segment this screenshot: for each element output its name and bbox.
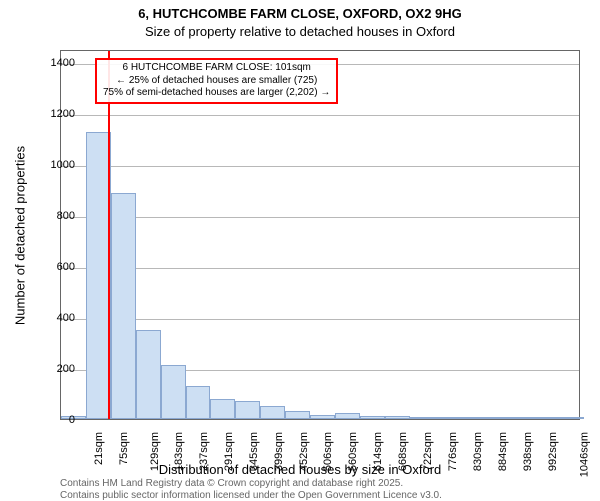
x-tick-label: 75sqm <box>118 432 130 465</box>
x-tick-label: 992sqm <box>547 432 559 471</box>
annotation-line2: ← 25% of detached houses are smaller (72… <box>103 75 330 88</box>
y-tick-label: 200 <box>57 363 75 375</box>
histogram-bar <box>186 386 211 419</box>
x-tick-label: 506sqm <box>323 432 335 471</box>
x-tick-label: 884sqm <box>497 432 509 471</box>
footer-line2: Contains public sector information licen… <box>60 490 442 501</box>
chart-title-line2: Size of property relative to detached ho… <box>0 24 600 39</box>
x-tick-label: 345sqm <box>248 432 260 471</box>
x-tick-label: 938sqm <box>522 432 534 471</box>
grid-line <box>61 217 579 218</box>
histogram-bar <box>235 401 260 419</box>
x-tick-label: 830sqm <box>472 432 484 471</box>
x-tick-label: 560sqm <box>348 432 360 471</box>
y-tick-label: 1000 <box>51 159 75 171</box>
x-tick-label: 21sqm <box>93 432 105 465</box>
y-tick-label: 1400 <box>51 57 75 69</box>
histogram-bar <box>285 411 310 419</box>
histogram-bar <box>410 417 435 419</box>
x-tick-label: 1046sqm <box>578 432 590 477</box>
footer-line1: Contains HM Land Registry data © Crown c… <box>60 478 403 489</box>
x-tick-label: 722sqm <box>422 432 434 471</box>
annotation-line3: 75% of semi-detached houses are larger (… <box>103 87 330 100</box>
chart-title-line1: 6, HUTCHCOMBE FARM CLOSE, OXFORD, OX2 9H… <box>0 6 600 21</box>
x-tick-label: 237sqm <box>198 432 210 471</box>
annotation-line1: 6 HUTCHCOMBE FARM CLOSE: 101sqm <box>103 62 330 75</box>
histogram-bar <box>360 416 385 419</box>
x-tick-label: 668sqm <box>397 432 409 471</box>
grid-line <box>61 268 579 269</box>
histogram-bar <box>310 415 335 419</box>
histogram-bar <box>534 417 559 419</box>
histogram-bar <box>210 399 235 419</box>
histogram-bar <box>111 193 136 419</box>
histogram-bar <box>435 417 460 419</box>
x-tick-label: 776sqm <box>447 432 459 471</box>
x-tick-label: 399sqm <box>273 432 285 471</box>
y-tick-label: 600 <box>57 261 75 273</box>
highlight-line <box>108 51 110 419</box>
x-tick-label: 452sqm <box>298 432 310 471</box>
histogram-bar <box>260 406 285 419</box>
y-axis-label: Number of detached properties <box>13 136 28 336</box>
histogram-bar <box>335 413 360 419</box>
annotation-box: 6 HUTCHCOMBE FARM CLOSE: 101sqm ← 25% of… <box>95 58 338 104</box>
y-tick-label: 800 <box>57 210 75 222</box>
grid-line <box>61 319 579 320</box>
y-tick-label: 400 <box>57 312 75 324</box>
x-tick-label: 291sqm <box>223 432 235 471</box>
y-tick-label: 0 <box>69 414 75 426</box>
histogram-bar <box>161 365 186 419</box>
plot-area <box>60 50 580 420</box>
histogram-bar <box>385 416 410 419</box>
histogram-bar <box>485 417 510 419</box>
y-tick-label: 1200 <box>51 108 75 120</box>
grid-line <box>61 166 579 167</box>
histogram-bar <box>460 417 485 419</box>
histogram-bar <box>559 417 584 419</box>
histogram-bar <box>136 330 161 419</box>
x-tick-label: 129sqm <box>149 432 161 471</box>
histogram-bar <box>509 417 534 419</box>
chart-container: 6, HUTCHCOMBE FARM CLOSE, OXFORD, OX2 9H… <box>0 0 600 500</box>
x-tick-label: 183sqm <box>174 432 186 471</box>
grid-line <box>61 115 579 116</box>
x-tick-label: 614sqm <box>372 432 384 471</box>
